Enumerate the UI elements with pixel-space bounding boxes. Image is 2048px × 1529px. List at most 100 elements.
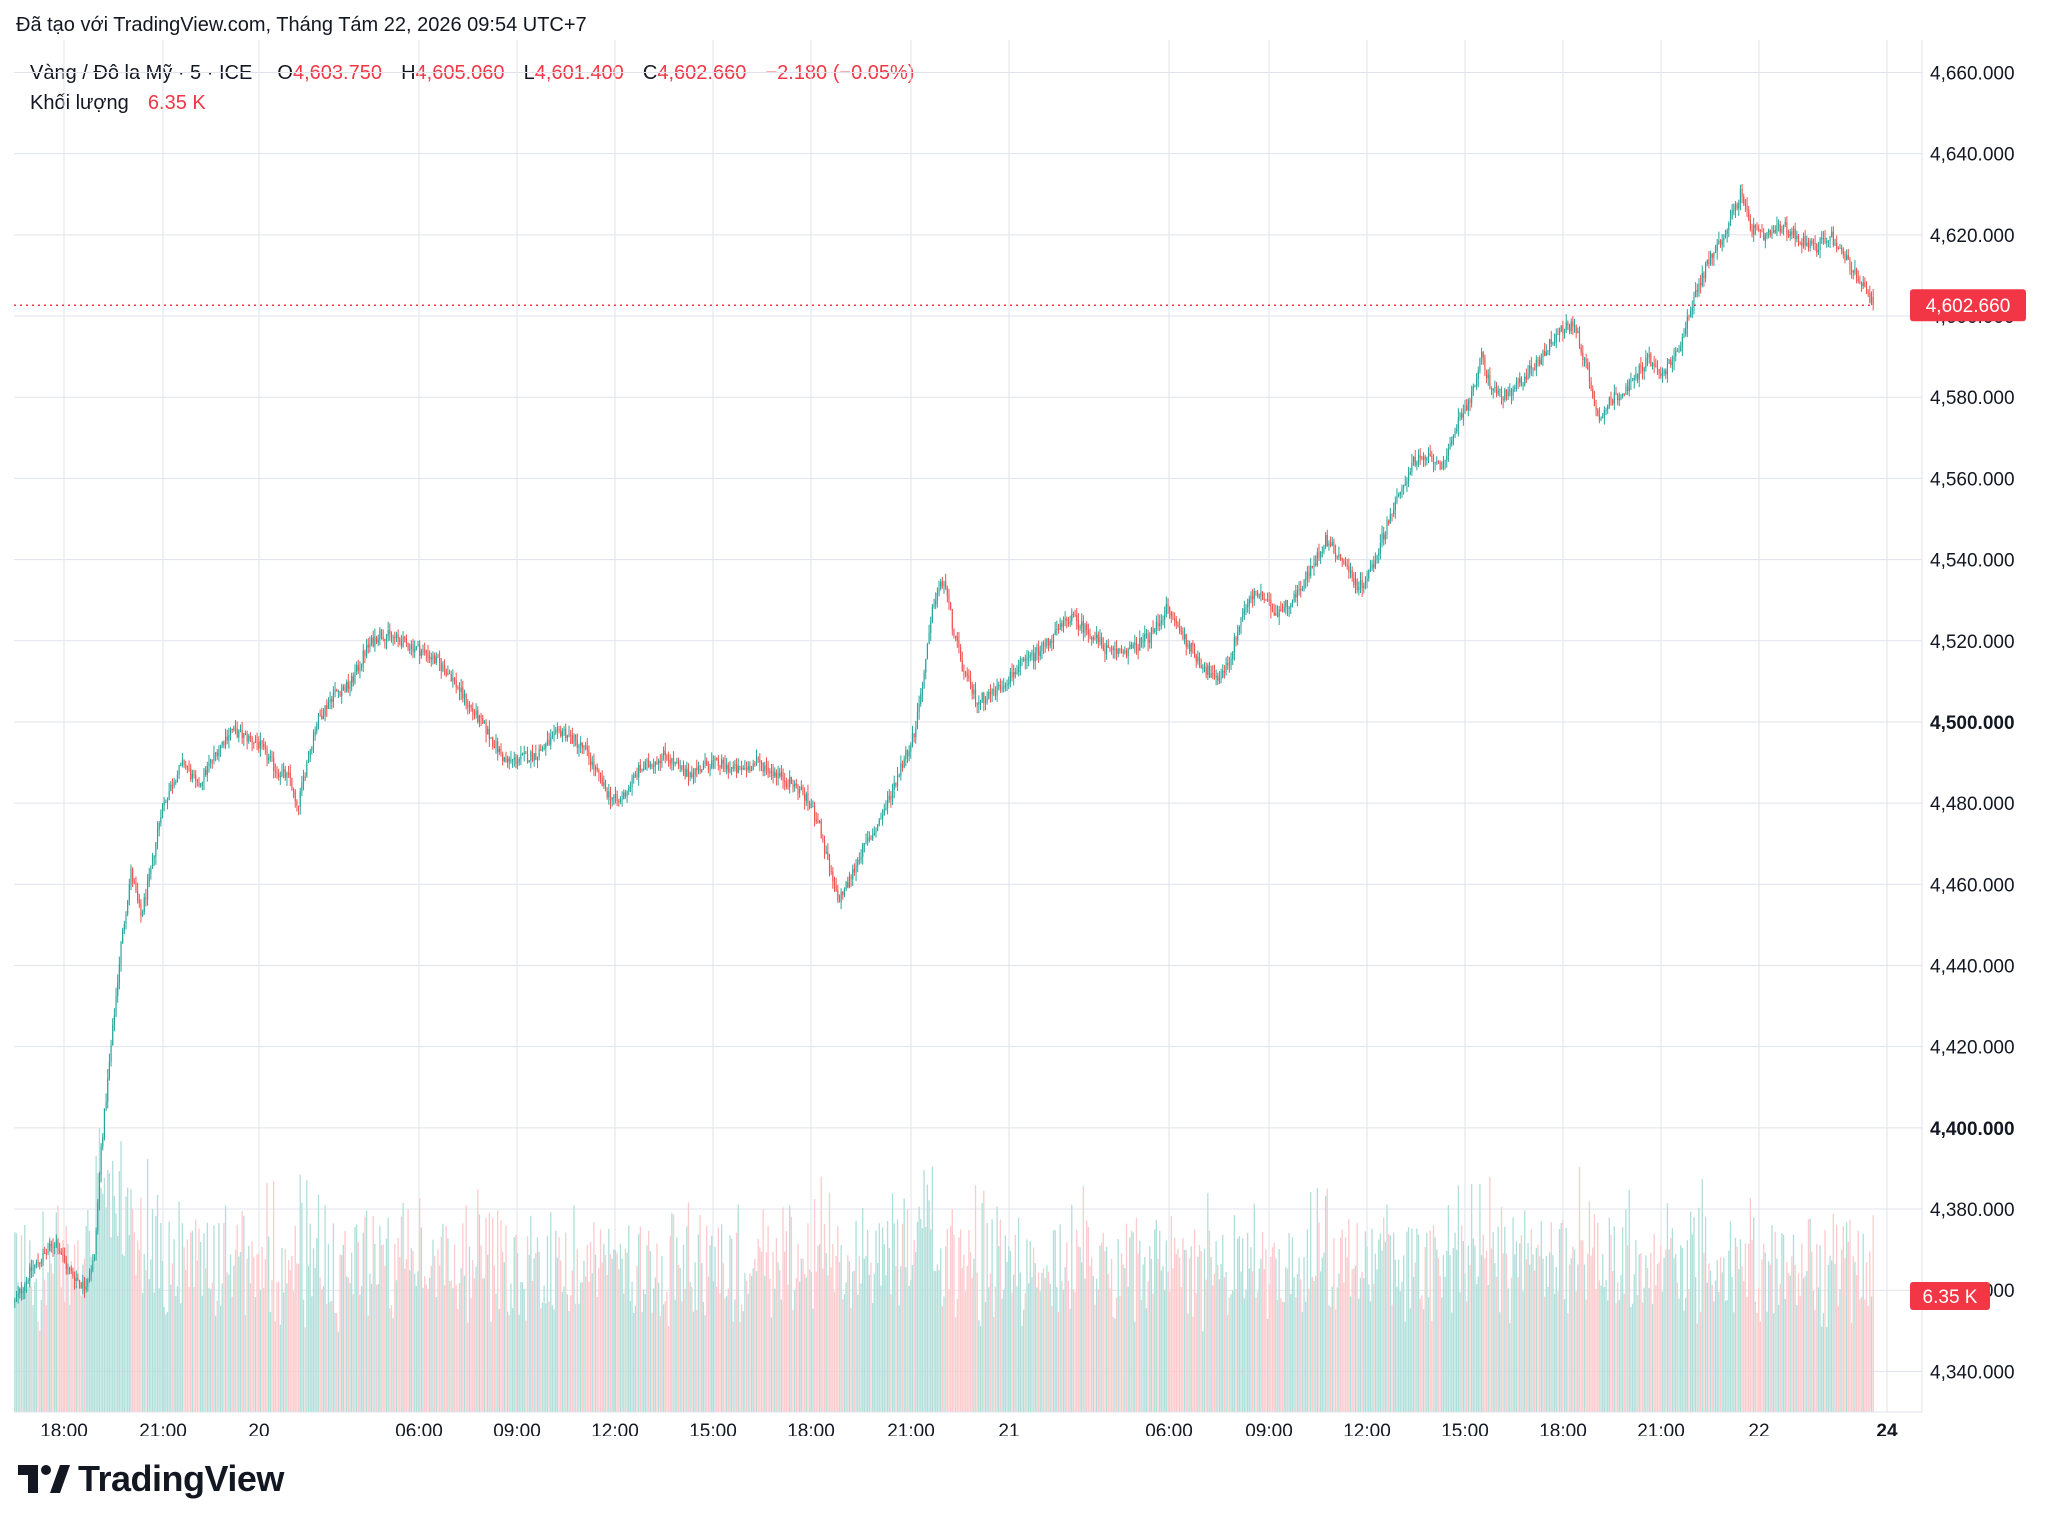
volume-bar [1427,1297,1430,1412]
volume-bar [1193,1229,1196,1412]
volume-bar [1456,1249,1458,1412]
candle-body [1404,483,1406,486]
x-tick-label: 18:00 [1539,1421,1587,1436]
candle-body [107,1077,109,1102]
volume-bar [1432,1225,1435,1412]
volume-bar [1543,1296,1546,1412]
volume-bar [1291,1237,1294,1412]
volume-bar [258,1254,260,1412]
candle-body [1852,270,1854,273]
candle-body [1394,501,1396,511]
volume-bar [1756,1312,1758,1412]
volume-bar [246,1258,248,1412]
volume-bar [876,1262,879,1412]
candle-body [1582,352,1584,361]
candle-body [1057,628,1060,630]
candle-body [457,687,459,689]
volume-bar [120,1141,122,1412]
candle-body [1550,339,1552,344]
change-value: −2.180 (−0.05%) [765,62,915,84]
volume-bar [1150,1258,1153,1412]
candle-body [1841,247,1843,250]
tradingview-logo[interactable]: TradingView [18,1458,284,1500]
candle-body [999,684,1001,690]
candle-body [1804,236,1806,246]
candle-body [178,765,180,775]
volume-bar [1865,1262,1868,1412]
candle-body [1056,628,1058,630]
candle-body [1238,626,1240,632]
candle-body [480,715,482,718]
candle-body [1794,228,1796,239]
candle-body [570,734,572,736]
volume-bar [1741,1266,1743,1412]
candle-body [618,801,620,803]
volume-bar [367,1315,369,1412]
volume-bar [798,1281,801,1412]
symbol-label[interactable]: Vàng / Đô la Mỹ · 5 · ICE [30,62,253,84]
candle-body [1753,225,1755,235]
volume-bar [661,1256,663,1412]
volume-bar [1278,1249,1280,1412]
volume-bar [764,1275,766,1412]
volume-bar [243,1216,245,1412]
candle-body [1300,589,1302,591]
candle-body [812,805,814,808]
candle-body [1339,554,1342,558]
volume-bar [1105,1246,1108,1412]
candle-body [299,791,301,807]
volume-bar [1777,1304,1780,1412]
candle-body [336,689,338,692]
volume-bar [1598,1280,1601,1412]
volume-bar [949,1226,952,1412]
volume-bar [185,1269,187,1412]
candle-body [850,876,852,880]
candle-body [1741,188,1743,197]
volume-bar [749,1273,751,1412]
volume-bar [209,1289,212,1412]
volume-bar [956,1298,958,1412]
candle-body [1195,654,1197,662]
volume-bar [1384,1241,1387,1412]
volume-bar [150,1259,152,1412]
candle-body [1842,249,1844,254]
volume-bar [774,1288,776,1412]
volume-bar [82,1264,84,1412]
candle-body [775,772,777,779]
candle-body [1270,600,1272,611]
price-chart[interactable]: 4,340.0004,360.0004,380.0004,400.0004,42… [14,40,2046,1436]
volume-bar [1801,1243,1803,1412]
volume-bar [213,1225,215,1412]
candle-body [1522,384,1524,386]
candle-body [20,1289,23,1293]
volume-bar [800,1258,802,1412]
volume-bar [342,1244,345,1412]
volume-bar [805,1277,807,1412]
volume-bar [674,1299,676,1412]
volume-bar [112,1160,114,1412]
volume-bar [236,1224,238,1412]
candle-body [739,765,741,768]
volume-bar [158,1288,160,1412]
volume-bar [163,1306,165,1412]
volume-bar [1066,1242,1068,1412]
volume-bar [1288,1232,1290,1412]
volume-bar [281,1247,283,1412]
volume-bar [322,1286,325,1412]
candle-body [1643,368,1645,372]
candle-body [1331,541,1333,546]
volume-bar [828,1193,831,1412]
volume-bar [533,1258,535,1412]
volume-bar [528,1254,530,1412]
volume-bar [561,1292,564,1412]
volume-bar [523,1289,525,1412]
candle-body [953,629,955,636]
volume-bar [68,1304,71,1412]
volume-bar [1042,1267,1045,1412]
volume-bar [1706,1282,1708,1412]
volume-bar [1069,1308,1071,1412]
volume-bar [1159,1230,1161,1412]
volume-bar [1082,1186,1085,1412]
volume-bar [702,1301,705,1412]
volume-bar [173,1239,175,1412]
